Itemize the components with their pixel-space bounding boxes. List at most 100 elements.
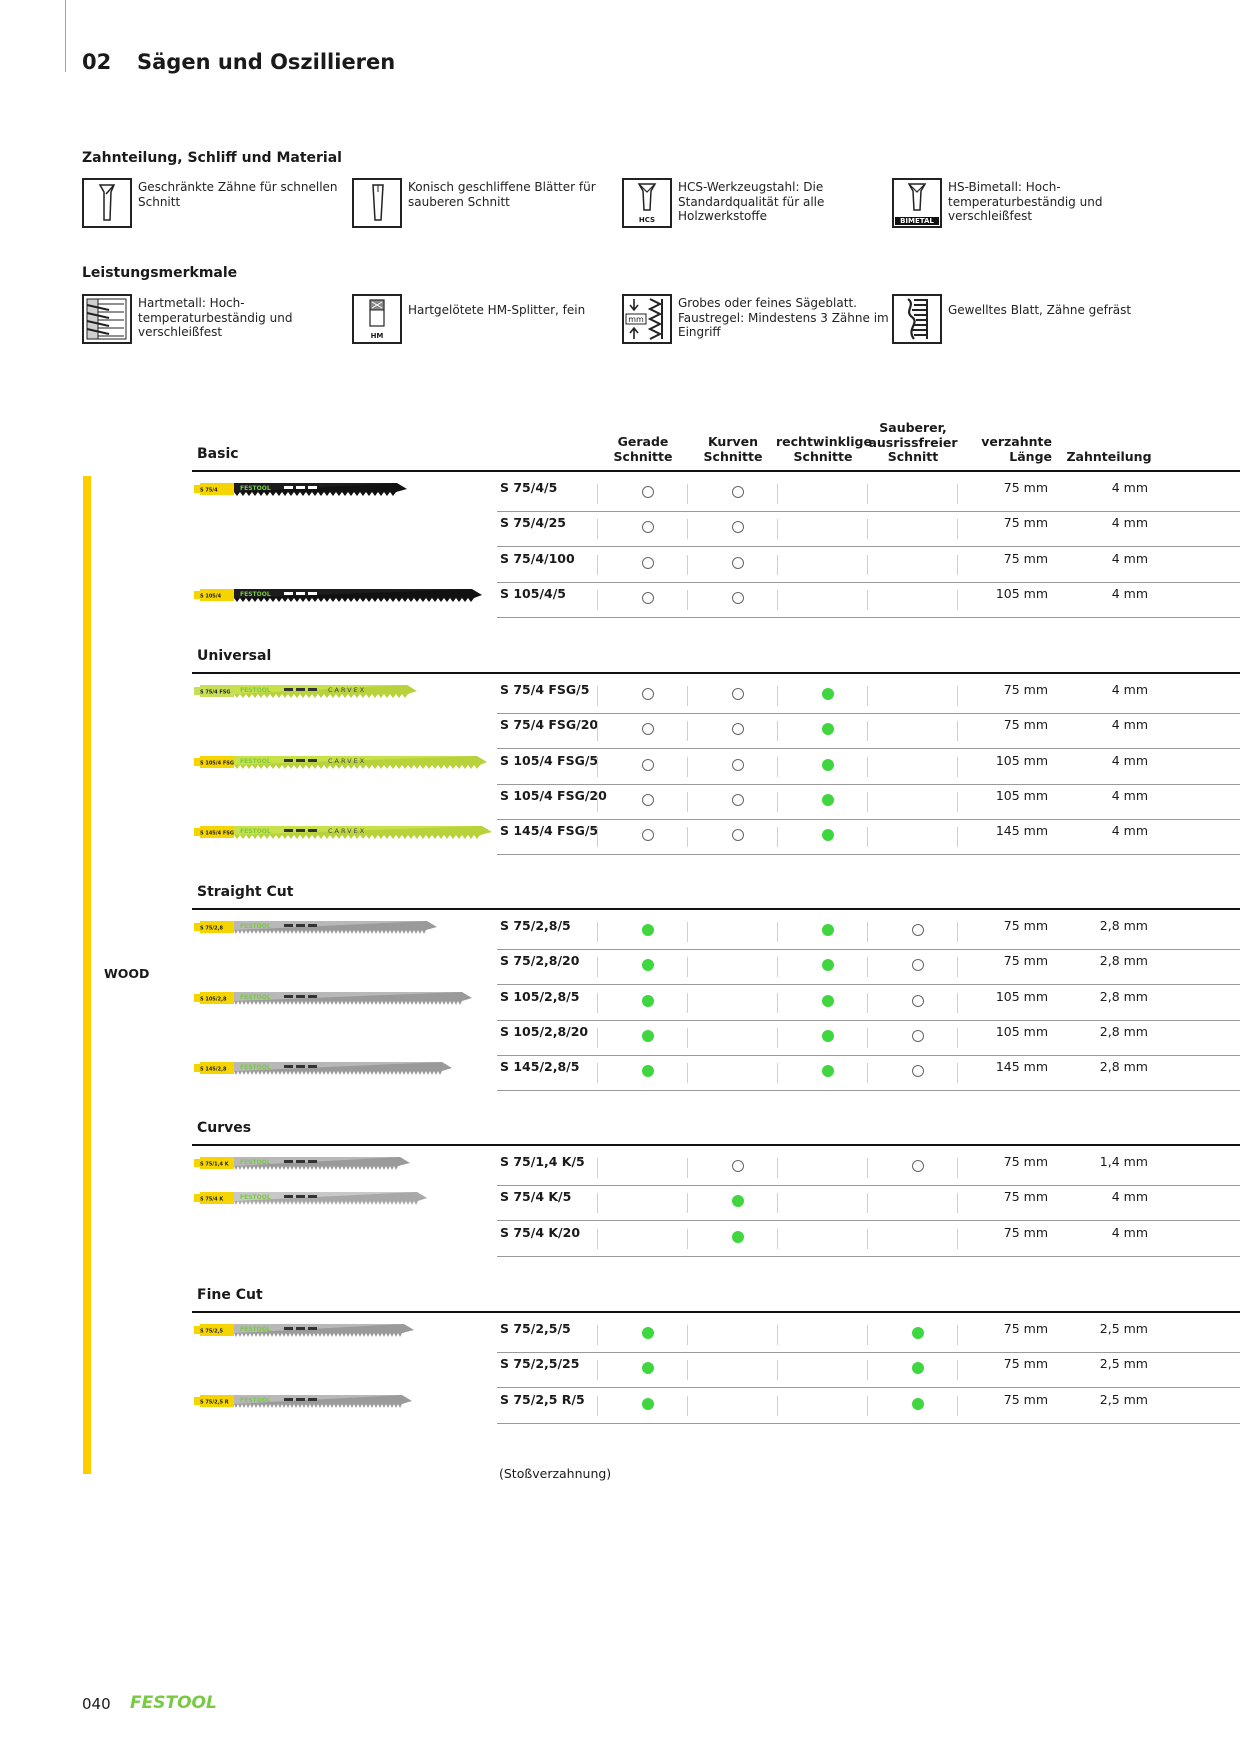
suitable-dot-icon <box>732 1230 744 1243</box>
legend-bimetal: BIMETAL HS-Bimetall: Hoch-temperaturbest… <box>892 178 1162 228</box>
partly-suitable-circle-icon <box>732 1160 744 1172</box>
partly-suitable-circle-icon <box>912 924 924 936</box>
partly-suitable-circle-icon <box>912 1160 924 1172</box>
tooth-pitch: 4 mm <box>1111 480 1148 495</box>
svg-text:S 75/2,5: S 75/2,5 <box>200 1329 224 1335</box>
jigsaw-blade-image: S 75/2,5 R FESTOOL <box>194 1394 412 1408</box>
toothed-length: 75 mm <box>1003 515 1048 531</box>
col-head-square: rechtwinklige Schnitte <box>776 434 872 464</box>
column-divider <box>777 1360 778 1381</box>
tooth-pitch: 4 mm <box>1111 1224 1148 1240</box>
hcs-steel-icon: HCS <box>622 178 672 228</box>
column-divider <box>867 791 868 812</box>
col-head-curves: Kurven Schnitte <box>703 434 763 464</box>
column-divider <box>687 1158 688 1178</box>
suitable-dot-icon <box>822 1029 834 1042</box>
table-row: S 75/4 FSG/5 75 mm 4 mm <box>192 678 1240 714</box>
svg-text:FESTOOL: FESTOOL <box>240 1194 271 1201</box>
jigsaw-blade-image: S 105/4 FSG FESTOOL CARVEX <box>194 755 487 769</box>
tooth-pitch: 4 mm <box>1111 752 1148 768</box>
row-separator <box>497 818 1240 820</box>
product-code: S 105/4/5 <box>500 585 566 601</box>
column-divider <box>957 1063 958 1084</box>
svg-text:S 75/2,8: S 75/2,8 <box>200 926 224 932</box>
product-code: S 75/4/25 <box>500 515 566 531</box>
legend-text: HCS-Werkzeugstahl: Die Standardqualität … <box>678 180 825 223</box>
product-code: S 105/2,8/5 <box>500 988 580 1004</box>
col-head-straight: Gerade Schnitte <box>613 434 673 464</box>
toothed-length: 75 mm <box>1003 918 1048 933</box>
partly-suitable-circle-icon <box>642 793 654 806</box>
svg-text:FESTOOL: FESTOOL <box>240 1397 271 1404</box>
column-divider <box>777 1395 778 1416</box>
column-divider <box>687 827 688 848</box>
column-divider <box>687 1027 688 1048</box>
col-head-pitch: Zahnteilung <box>1066 449 1152 464</box>
column-divider <box>777 1063 778 1084</box>
row-separator <box>497 1054 1240 1056</box>
column-divider <box>687 791 688 812</box>
column-divider <box>597 1063 598 1084</box>
toothed-length: 75 mm <box>1003 1154 1048 1169</box>
svg-text:CARVEX: CARVEX <box>328 757 366 765</box>
toothed-length: 75 mm <box>1003 1321 1048 1336</box>
suitable-dot-icon <box>642 959 654 972</box>
column-divider <box>687 1193 688 1214</box>
partly-suitable-circle-icon <box>732 521 744 534</box>
row-separator <box>497 748 1240 750</box>
row-separator <box>497 1387 1240 1389</box>
column-divider <box>867 686 868 706</box>
column-divider <box>597 519 598 540</box>
row-separator <box>497 854 1240 856</box>
column-divider <box>687 519 688 540</box>
column-divider <box>597 721 598 742</box>
table-row: S 75/4/5 75 mm 4 mm <box>192 476 1240 512</box>
svg-text:S 75/4: S 75/4 <box>200 488 218 494</box>
table-row: S 75/2,5 R/5 75 mm 2,5 mm <box>192 1388 1240 1424</box>
toothed-length: 75 mm <box>1003 717 1048 733</box>
column-divider <box>867 756 868 777</box>
partly-suitable-circle-icon <box>732 723 744 736</box>
material-label: WOOD <box>104 966 150 981</box>
column-divider <box>957 519 958 540</box>
icon-label: HCS <box>638 216 656 224</box>
column-divider <box>867 519 868 540</box>
column-divider <box>957 1158 958 1178</box>
svg-text:FESTOOL: FESTOOL <box>240 1159 271 1166</box>
row-separator <box>497 713 1240 714</box>
group-rule <box>192 1144 1240 1146</box>
svg-text:FESTOOL: FESTOOL <box>240 485 271 492</box>
table-row: S 75/4 FSG/20 75 mm 4 mm <box>192 713 1240 750</box>
partly-suitable-circle-icon <box>912 959 924 972</box>
wood-accent-bar <box>83 476 91 1474</box>
toothed-length: 145 mm <box>995 1059 1048 1075</box>
legend-text: Hartgelötete HM-Splitter, fein <box>408 303 586 317</box>
partly-suitable-circle-icon <box>642 758 654 771</box>
suitable-dot-icon <box>822 829 834 842</box>
tooth-pitch: 4 mm <box>1111 515 1148 531</box>
product-code: S 75/2,5/25 <box>500 1356 580 1372</box>
table-row: S 145/2,8/5 145 mm 2,8 mm <box>192 1055 1240 1092</box>
tooth-pitch: 1,4 mm <box>1099 1154 1148 1169</box>
table-row: S 105/4 FSG/5 105 mm 4 mm <box>192 749 1240 785</box>
column-divider <box>867 1228 868 1249</box>
icon-label: BIMETAL <box>895 217 939 225</box>
table-row: S 75/4 K/5 75 mm 4 mm <box>192 1185 1240 1222</box>
partly-suitable-circle-icon <box>912 1029 924 1042</box>
suitable-dot-icon <box>642 994 654 1007</box>
tooth-pitch: 2,8 mm <box>1099 1023 1148 1039</box>
table-row: S 75/4/100 75 mm 4 mm <box>192 547 1240 583</box>
row-separator <box>497 1185 1240 1186</box>
row-separator <box>497 1422 1240 1424</box>
suitable-dot-icon <box>642 1362 654 1375</box>
column-divider <box>777 756 778 777</box>
legend-taper-ground: Konisch geschliffene Blätter für saubere… <box>352 178 622 228</box>
suitable-dot-icon <box>642 1397 654 1410</box>
row-separator <box>497 984 1240 986</box>
column-divider <box>867 589 868 610</box>
row-separator <box>497 1255 1240 1257</box>
product-code: S 75/1,4 K/5 <box>500 1154 585 1169</box>
column-divider <box>777 721 778 742</box>
column-divider <box>957 554 958 575</box>
column-divider <box>867 721 868 742</box>
